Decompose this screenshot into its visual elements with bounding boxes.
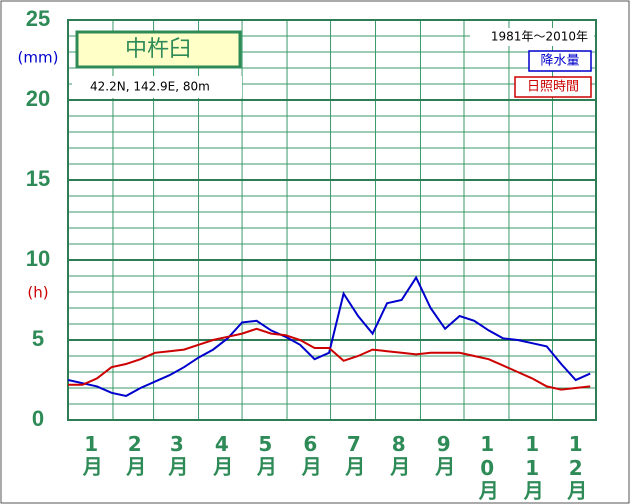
x-tick-label: 4月 [210, 432, 234, 477]
y-tick-label: 20 [26, 86, 50, 111]
series-line [68, 327, 591, 391]
y-tick-label: 0 [32, 406, 44, 431]
y-tick-label: 10 [26, 246, 50, 271]
x-tick-label: 10月 [475, 432, 499, 501]
series-line [67, 275, 591, 398]
plot-border [67, 19, 597, 421]
y-tick-label: 5 [32, 326, 44, 351]
x-tick-label: 5月 [253, 432, 277, 477]
subtitle: 42.2N, 142.9E, 80m [90, 80, 210, 94]
subtitle-bg [72, 76, 242, 98]
x-tick-label: 6月 [298, 432, 322, 477]
y-unit: (h) [27, 284, 48, 302]
legend-label: 日照時間 [527, 80, 579, 95]
y-tick-label: 25 [26, 6, 50, 31]
x-tick-label: 9月 [432, 432, 456, 477]
x-tick-label: 2月 [123, 432, 147, 477]
x-tick-label: 8月 [387, 432, 411, 477]
x-tick-label: 3月 [165, 432, 189, 477]
chart-title: 中杵臼 [125, 37, 191, 62]
period: 1981年〜2010年 [491, 30, 588, 44]
x-tick-label: 12月 [564, 432, 588, 501]
title-box [75, 30, 242, 69]
legend-box [528, 50, 592, 72]
legend-label: 降水量 [540, 54, 579, 69]
legend-box [514, 76, 592, 98]
y-tick-label: 15 [26, 166, 50, 191]
x-tick-label: 1月 [79, 432, 103, 477]
period-bg [470, 28, 594, 46]
y-unit: (mm) [18, 49, 59, 67]
x-tick-label: 7月 [342, 432, 366, 477]
x-tick-label: 11月 [520, 432, 544, 501]
